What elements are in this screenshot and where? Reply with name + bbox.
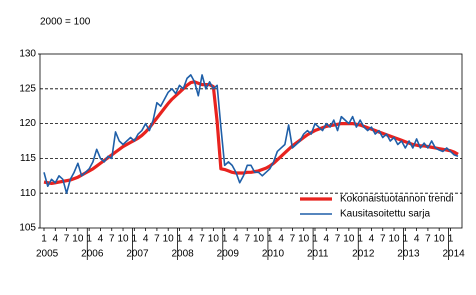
x-tick-label: 1 xyxy=(312,234,318,245)
x-tick-label: 7 xyxy=(154,234,160,245)
x-tick-label: 4 xyxy=(53,234,59,245)
year-label: 2007 xyxy=(126,249,149,260)
x-tick-label: 7 xyxy=(425,234,431,245)
series-line xyxy=(43,80,459,186)
y-tick-label: 125 xyxy=(19,83,36,94)
x-tick-label: 10 xyxy=(163,234,175,245)
x-tick-label: 10 xyxy=(298,234,310,245)
x-tick-label: 7 xyxy=(199,234,205,245)
y-tick-label: 105 xyxy=(19,223,36,234)
year-label: 2008 xyxy=(171,249,194,260)
year-label: 2005 xyxy=(36,249,59,260)
x-tick-label: 4 xyxy=(278,234,284,245)
year-label: 2009 xyxy=(217,249,240,260)
x-tick-label: 1 xyxy=(357,234,363,245)
x-tick-label: 1 xyxy=(132,234,138,245)
x-tick-label: 7 xyxy=(380,234,386,245)
x-tick-label: 1 xyxy=(448,234,454,245)
year-label: 2010 xyxy=(262,249,285,260)
x-tick-label: 1 xyxy=(222,234,228,245)
series-line xyxy=(43,74,459,194)
y-tick-label: 110 xyxy=(20,188,36,199)
x-tick-label: 7 xyxy=(244,234,250,245)
x-tick-label: 1 xyxy=(177,234,183,245)
x-tick-label: 7 xyxy=(290,234,296,245)
y-tick-label: 130 xyxy=(19,49,36,60)
legend-label: Kokonaistuotannon trendi xyxy=(340,194,453,205)
x-tick-label: 4 xyxy=(369,234,375,245)
x-tick-label: 10 xyxy=(117,234,129,245)
x-tick-label: 1 xyxy=(41,234,47,245)
year-label: 2012 xyxy=(352,249,375,260)
y-tick-label: 120 xyxy=(19,118,36,129)
y-tick-label: 115 xyxy=(20,153,36,164)
x-tick-label: 10 xyxy=(343,234,355,245)
annotation: 2000 = 100 xyxy=(40,17,91,28)
x-tick-label: 10 xyxy=(253,234,265,245)
x-tick-label: 1 xyxy=(267,234,273,245)
x-tick-label: 7 xyxy=(335,234,341,245)
x-tick-label: 4 xyxy=(414,234,420,245)
x-tick-label: 4 xyxy=(323,234,329,245)
legend-label: Kausitasoitettu sarja xyxy=(340,209,430,220)
x-tick-label: 7 xyxy=(109,234,115,245)
x-tick-label: 10 xyxy=(208,234,220,245)
x-tick-label: 4 xyxy=(188,234,194,245)
x-tick-label: 10 xyxy=(388,234,400,245)
year-label: 2013 xyxy=(397,249,420,260)
x-tick-label: 1 xyxy=(403,234,409,245)
x-tick-label: 1 xyxy=(86,234,92,245)
x-tick-label: 10 xyxy=(434,234,446,245)
x-tick-label: 10 xyxy=(72,234,84,245)
year-label: 2011 xyxy=(307,249,329,260)
x-tick-label: 7 xyxy=(64,234,70,245)
plot-frame xyxy=(39,53,463,229)
x-tick-label: 4 xyxy=(233,234,239,245)
year-label: 2014 xyxy=(442,249,465,260)
x-tick-label: 4 xyxy=(143,234,149,245)
x-tick-label: 4 xyxy=(98,234,104,245)
year-label: 2006 xyxy=(81,249,104,260)
